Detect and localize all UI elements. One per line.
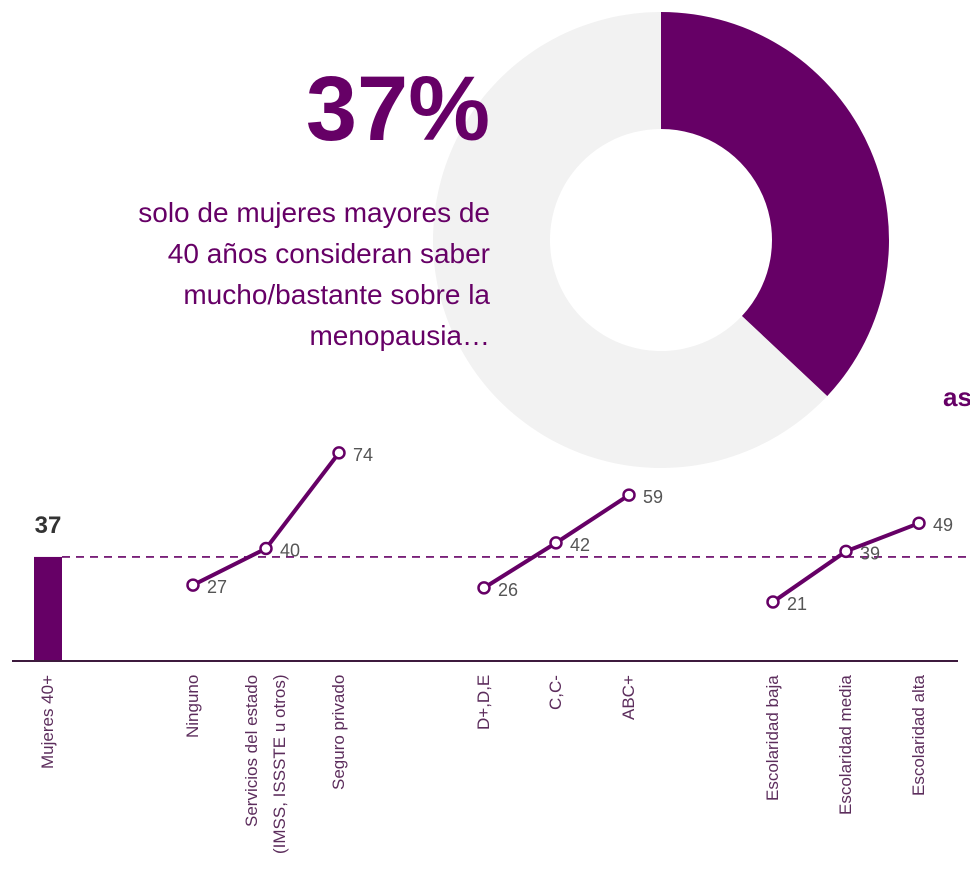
point-label: 42 — [570, 535, 590, 555]
x-tick-label: Escolaridad media — [836, 675, 855, 815]
point-label: 49 — [933, 515, 953, 535]
point — [839, 544, 853, 559]
x-tick-label: Seguro privado — [329, 675, 348, 791]
point-label: 40 — [280, 541, 300, 561]
point-label: 39 — [860, 543, 880, 563]
point — [912, 516, 926, 530]
point — [186, 578, 200, 592]
point — [549, 536, 563, 550]
point — [766, 595, 780, 609]
x-tick-label: D+,D,E — [474, 675, 493, 731]
subtitle-line: solo de mujeres mayores de — [138, 197, 490, 228]
point-label: 26 — [498, 580, 518, 600]
donut-segment — [661, 12, 889, 397]
subtitle-line: menopausia… — [309, 320, 490, 351]
big-value-label: 37% — [306, 58, 490, 160]
x-tick-label: Ninguno — [183, 675, 202, 739]
point-label: 74 — [353, 445, 373, 465]
subtitle-line: mucho/bastante sobre la — [183, 279, 490, 310]
donut-segment — [433, 12, 828, 468]
bar — [34, 556, 62, 661]
point — [477, 581, 491, 595]
line — [771, 521, 920, 604]
point — [622, 488, 636, 502]
x-tick-label: ABC+ — [619, 675, 638, 720]
x-tick-label: Servicios del estado (IMSS, ISSSTE u otr… — [242, 675, 289, 855]
x-tick-label: C,C- — [546, 675, 565, 710]
line — [192, 451, 341, 587]
subtitle-line: 40 años consideran saber — [168, 238, 490, 269]
bar-value-label: 37 — [35, 512, 62, 539]
point-label: 59 — [643, 487, 663, 507]
annotation: as — [943, 382, 970, 412]
point-label: 21 — [787, 594, 807, 614]
x-tick-label: Escolaridad alta — [909, 675, 928, 796]
point — [259, 541, 273, 556]
x-tick-label: Mujeres 40+ — [38, 675, 57, 770]
x-tick-label: Escolaridad baja — [763, 675, 782, 801]
point — [332, 446, 346, 460]
point-label: 27 — [207, 577, 227, 597]
